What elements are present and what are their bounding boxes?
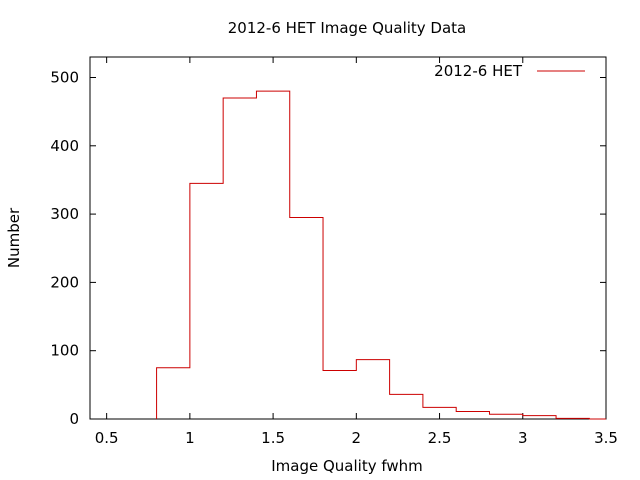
x-tick-label: 2 — [352, 429, 362, 447]
y-tick-label: 300 — [50, 205, 79, 223]
plot-frame — [89, 56, 607, 420]
y-tick-label: 400 — [50, 137, 79, 155]
legend-label: 2012-6 HET — [434, 62, 523, 80]
y-axis-label: Number — [5, 207, 23, 268]
y-tick-label: 200 — [50, 273, 79, 291]
y-tick-label: 0 — [69, 410, 79, 428]
x-tick-label: 1 — [185, 429, 195, 447]
legend: 2012-6 HET — [434, 62, 585, 80]
y-axis-ticks: 0 100 200 300 400 500 — [50, 68, 606, 428]
y-tick-label: 100 — [50, 342, 79, 360]
x-axis-label: Image Quality fwhm — [271, 457, 423, 475]
x-tick-label: 3.5 — [594, 429, 618, 447]
histogram-series-line — [156, 90, 606, 420]
x-tick-label: 2.5 — [428, 429, 452, 447]
chart-title: 2012-6 HET Image Quality Data — [228, 19, 467, 37]
x-tick-label: 1.5 — [261, 429, 285, 447]
y-tick-label: 500 — [50, 68, 79, 86]
x-axis-ticks: 0.5 1 1.5 2 2.5 3 3.5 — [95, 57, 618, 447]
x-tick-label: 0.5 — [95, 429, 119, 447]
x-tick-label: 3 — [518, 429, 528, 447]
